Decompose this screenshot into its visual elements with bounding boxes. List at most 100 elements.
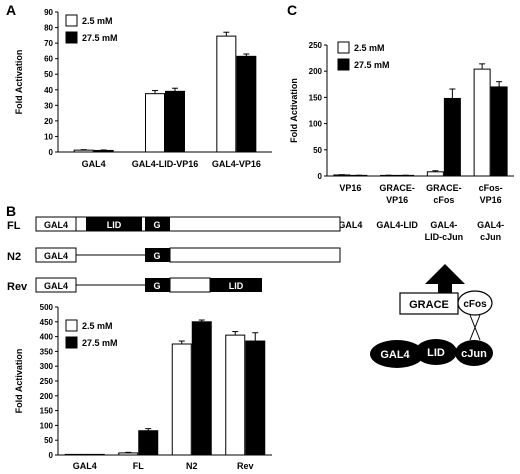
construct-label: FL — [7, 220, 21, 232]
legend-swatch-2-5mm — [65, 14, 78, 27]
gal4-label: GAL4 — [44, 281, 68, 291]
construct-sublabel: GAL4- — [430, 220, 457, 230]
category-label: GAL4-VP16 — [212, 159, 261, 169]
g-label: G — [153, 220, 160, 230]
y-tick-label: 450 — [40, 318, 54, 327]
y-tick-label: 250 — [309, 41, 323, 50]
y-tick-label: 50 — [313, 146, 322, 155]
bar-27-5mm — [191, 321, 212, 456]
legend-swatch-27-5mm — [337, 58, 350, 71]
legend-swatch-2-5mm — [65, 319, 78, 332]
y-tick-label: 70 — [44, 39, 53, 48]
lid-box — [86, 217, 142, 231]
construct-fl: FL GAL4 LID G — [7, 216, 341, 232]
bar-27-5mm — [236, 55, 257, 153]
panel-letter-a: A — [6, 2, 16, 18]
category-label: N2 — [186, 461, 198, 471]
construct-backbone — [35, 216, 341, 232]
construct-label: Rev — [7, 281, 28, 293]
bar-2-5mm — [145, 93, 165, 153]
bar-2-5mm — [225, 334, 246, 456]
y-tick-label: 90 — [44, 8, 53, 17]
construct-label: N2 — [7, 251, 21, 263]
legend-label: 27.5 mM — [82, 338, 118, 348]
y-tick-label: 80 — [44, 24, 53, 33]
construct-tail — [169, 247, 341, 263]
bar-2-5mm — [473, 68, 491, 177]
bar-27-5mm — [490, 86, 508, 177]
y-tick-label: 150 — [40, 407, 54, 416]
category-label: GRACE- — [379, 183, 415, 193]
panel-letter-c: C — [287, 2, 297, 18]
g-box — [145, 217, 170, 231]
g-box — [145, 278, 170, 292]
construct-sublabel: LID-cJun — [425, 232, 464, 242]
category-label: GAL4 — [82, 159, 106, 169]
y-tick-label: 10 — [44, 132, 53, 141]
gal4-box — [35, 277, 77, 293]
gal4-label: GAL4 — [44, 220, 68, 230]
lid-label: LID — [229, 281, 244, 291]
g-label: G — [153, 281, 160, 291]
category-label: GRACE- — [426, 183, 462, 193]
legend-label: 2.5 mM — [82, 321, 113, 331]
y-tick-label: 200 — [309, 67, 323, 76]
y-tick-label: 60 — [44, 55, 53, 64]
construct-n2: N2 GAL4 G — [7, 247, 341, 263]
bar-27-5mm — [443, 97, 461, 177]
legend-label: 27.5 mM — [82, 33, 118, 43]
gal4-label: GAL4 — [380, 349, 410, 361]
category-label: VP16 — [480, 195, 502, 205]
construct-sublabel: GAL4-LID — [376, 220, 418, 230]
y-axis-label: Fold Activation — [14, 50, 24, 115]
chart-b: 0 50 100 150 200 250 300 350 400 450 500 Fold Activ… — [14, 303, 272, 471]
lid-label: LID — [107, 220, 122, 230]
category-label: GAL4 — [73, 461, 97, 471]
bar-2-5mm — [426, 171, 444, 177]
y-tick-label: 50 — [44, 70, 53, 79]
y-tick-label: 250 — [40, 377, 54, 386]
bar-2-5mm — [118, 452, 139, 456]
y-tick-label: 400 — [40, 333, 54, 342]
bar-2-5mm — [171, 343, 192, 456]
y-tick-label: 100 — [309, 120, 323, 129]
bar-27-5mm — [245, 340, 266, 456]
grace-label: GRACE — [409, 299, 449, 311]
construct-sublabel: cJun — [480, 232, 501, 242]
gal4-box — [35, 247, 77, 263]
legend-label: 2.5 mM — [354, 43, 385, 53]
category-label: cFos- — [479, 183, 503, 193]
category-label: cFos — [433, 195, 454, 205]
lid-label: LID — [427, 347, 445, 359]
construct-diagram: FL GAL4 LID G N2 GAL4 G Rev GAL4 G — [7, 216, 341, 293]
y-axis-label: Fold Activation — [14, 349, 24, 414]
category-label: FL — [133, 461, 144, 471]
y-tick-label: 150 — [309, 93, 323, 102]
legend-label: 2.5 mM — [82, 16, 113, 26]
bar-27-5mm — [138, 430, 159, 456]
g-label: G — [153, 251, 160, 261]
category-label: Rev — [237, 461, 254, 471]
y-tick-label: 350 — [40, 347, 54, 356]
category-label: GAL4-LID-VP16 — [132, 159, 199, 169]
coiled-coil-link — [469, 314, 481, 341]
lid-ellipse — [415, 339, 457, 365]
cfos-label: cFos — [463, 299, 487, 310]
construct-sublabel: GAL4- — [477, 220, 504, 230]
y-tick-label: 40 — [44, 86, 53, 95]
bar-27-5mm — [165, 90, 185, 153]
y-axis-label: Fold Activation — [289, 78, 299, 143]
y-tick-label: 0 — [318, 172, 323, 181]
construct-spacer — [169, 277, 211, 293]
bar-27-5mm — [93, 149, 114, 153]
g-box — [145, 248, 170, 262]
lid-box — [210, 278, 262, 292]
construct-rev: Rev GAL4 G LID — [7, 277, 262, 293]
panel-letter-b: B — [6, 203, 16, 219]
legend-swatch-2-5mm — [337, 41, 350, 54]
gal4-ellipse — [370, 340, 424, 368]
y-tick-label: 30 — [44, 101, 53, 110]
category-label: VP16 — [339, 183, 361, 193]
complex-diagram: GRACE cFos GAL4 LID cJun — [370, 264, 493, 368]
